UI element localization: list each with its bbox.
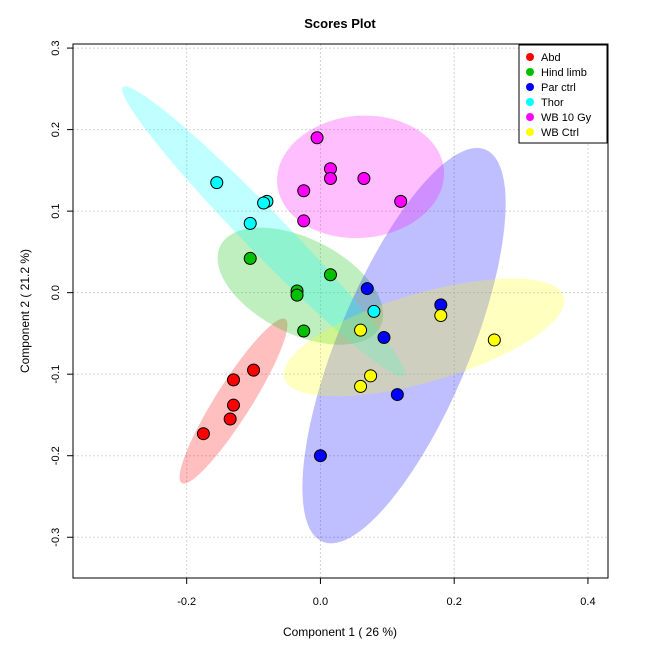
- ellipse-thor: [122, 86, 405, 377]
- y-tick-label-2: -0.1: [50, 365, 62, 384]
- y-tick-label-1: -0.2: [50, 446, 62, 465]
- legend-marker-5: [526, 128, 534, 136]
- legend-label-4: WB 10 Gy: [541, 112, 592, 124]
- ellipse-par-ctrl: [302, 147, 506, 544]
- point-wb-10-gy-6: [394, 194, 408, 208]
- confidence-ellipses: [122, 86, 565, 544]
- point-wb-10-gy-4: [297, 184, 311, 198]
- legend-marker-1: [526, 68, 534, 76]
- x-tick-label-0: -0.2: [177, 596, 196, 608]
- point-wb-10-gy-0: [310, 131, 324, 145]
- point-wb-ctrl-1: [487, 333, 501, 347]
- point-thor-0: [210, 176, 224, 190]
- point-abd-0: [247, 363, 261, 377]
- data-points: [196, 131, 501, 463]
- point-hind-limb-0: [243, 251, 257, 265]
- y-tick-label-3: 0.0: [50, 285, 62, 300]
- point-par-ctrl-4: [313, 449, 327, 463]
- point-wb-ctrl-2: [354, 323, 368, 337]
- plot-frame: [72, 43, 609, 579]
- point-wb-10-gy-5: [297, 214, 311, 228]
- legend-box: [518, 44, 608, 144]
- legend: Abd Hind limb Par ctrl Thor WB 10 Gy WB Ctrl: [518, 44, 608, 144]
- legend-marker-3: [526, 98, 534, 106]
- point-par-ctrl-3: [390, 388, 404, 402]
- point-abd-2: [227, 398, 240, 412]
- x-tick-label-2: 0.2: [447, 596, 462, 608]
- y-axis-title: Component 2 ( 21.2 %): [18, 249, 32, 373]
- point-thor-4: [367, 304, 381, 318]
- chart-title: Scores Plot: [304, 16, 376, 31]
- legend-label-3: Thor: [541, 97, 564, 109]
- legend-label-0: Abd: [541, 52, 561, 64]
- point-par-ctrl-2: [377, 330, 391, 344]
- legend-marker-2: [526, 83, 534, 91]
- legend-label-1: Hind limb: [541, 67, 587, 79]
- point-wb-ctrl-4: [354, 379, 368, 393]
- legend-marker-0: [526, 53, 534, 61]
- legend-marker-4: [526, 113, 534, 121]
- ellipse-wb-ctrl: [283, 278, 565, 397]
- point-wb-10-gy-2: [323, 172, 337, 186]
- x-tick-label-3: 0.4: [580, 596, 595, 608]
- x-axis-title: Component 1 ( 26 %): [283, 625, 397, 639]
- point-wb-ctrl-3: [364, 369, 378, 383]
- x-tick-label-1: 0.0: [313, 596, 328, 608]
- point-hind-limb-3: [290, 288, 304, 302]
- point-par-ctrl-0: [360, 282, 374, 296]
- legend-label-2: Par ctrl: [541, 82, 576, 94]
- y-tick-label-4: 0.1: [50, 203, 62, 218]
- point-wb-10-gy-3: [357, 172, 371, 186]
- point-hind-limb-4: [297, 324, 311, 338]
- point-thor-3: [243, 216, 257, 230]
- y-tick-label-0: -0.3: [50, 528, 62, 547]
- point-abd-1: [227, 373, 240, 387]
- point-thor-2: [257, 196, 271, 210]
- point-abd-3: [223, 412, 237, 426]
- axes: -0.2 0.0 0.2 0.4 -0.3 -0.2 -0.1 0.0 0.1 0.2 0.3: [50, 40, 596, 608]
- legend-label-5: WB Ctrl: [541, 127, 579, 139]
- point-wb-ctrl-0: [434, 308, 448, 322]
- point-abd-4: [196, 427, 210, 441]
- y-tick-label-5: 0.2: [50, 122, 62, 137]
- point-hind-limb-1: [323, 268, 337, 282]
- y-tick-label-6: 0.3: [50, 40, 62, 55]
